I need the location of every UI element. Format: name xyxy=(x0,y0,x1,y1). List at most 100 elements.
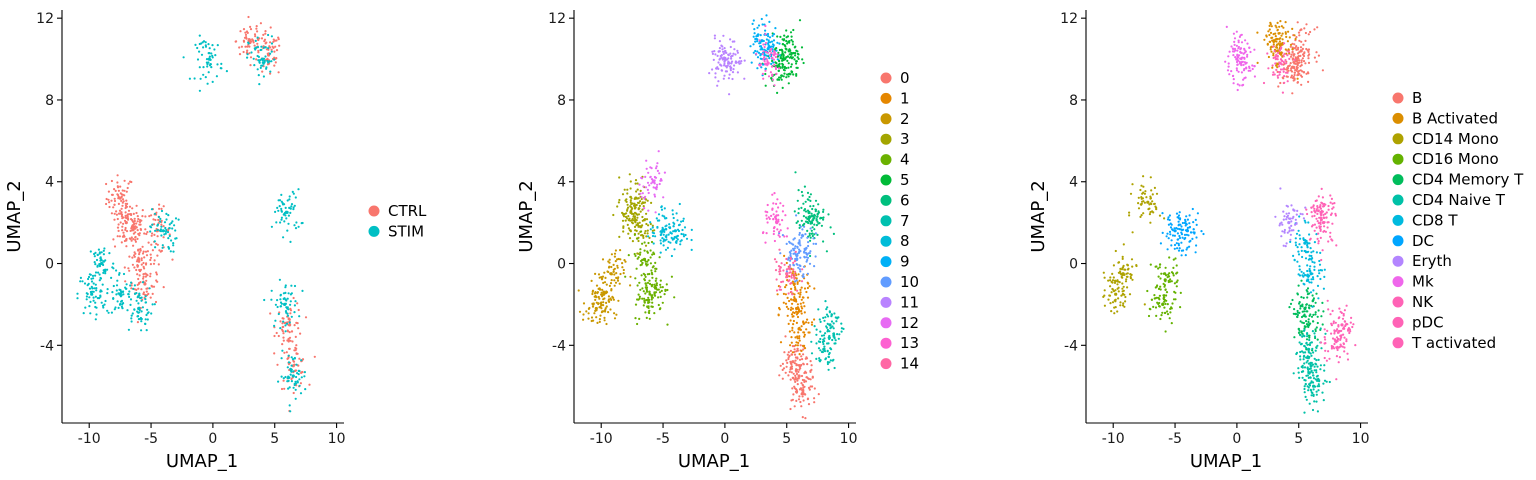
jitter-dot xyxy=(805,256,808,259)
x-tick-label: 0 xyxy=(720,431,729,447)
jitter-dot xyxy=(794,298,798,301)
jitter-dot xyxy=(1351,325,1354,329)
jitter-dot xyxy=(659,279,662,282)
jitter-dot xyxy=(806,209,810,212)
jitter-dot xyxy=(85,295,88,298)
jitter-dot xyxy=(807,321,810,324)
jitter-dot xyxy=(1299,69,1302,72)
data-point xyxy=(785,272,789,276)
jitter-dot xyxy=(1232,54,1235,57)
jitter-dot xyxy=(613,284,616,287)
jitter-dot xyxy=(1311,215,1314,218)
jitter-dot xyxy=(155,271,158,274)
jitter-dot xyxy=(1293,258,1296,261)
jitter-dot xyxy=(802,348,805,351)
jitter-dot xyxy=(654,270,657,273)
jitter-dot xyxy=(1142,200,1145,203)
jitter-dot xyxy=(1331,222,1334,225)
jitter-dot xyxy=(95,313,98,316)
jitter-dot xyxy=(1146,289,1149,293)
jitter-dot xyxy=(818,357,821,360)
jitter-dot xyxy=(1327,204,1330,208)
jitter-dot xyxy=(662,196,665,199)
jitter-dot xyxy=(114,306,117,309)
jitter-dot xyxy=(165,228,168,232)
jitter-dot xyxy=(590,279,593,282)
jitter-dot xyxy=(1163,298,1166,302)
jitter-dot xyxy=(1313,229,1316,232)
jitter-dot xyxy=(1158,263,1162,266)
jitter-dot xyxy=(719,63,722,66)
legend-swatch xyxy=(880,215,892,227)
jitter-dot xyxy=(127,267,130,270)
jitter-dot xyxy=(653,193,656,196)
jitter-dot xyxy=(801,383,804,386)
jitter-dot xyxy=(793,362,797,365)
jitter-dot xyxy=(793,270,797,273)
jitter-dot xyxy=(292,296,295,300)
jitter-dot xyxy=(259,66,262,69)
jitter-dot xyxy=(662,244,665,247)
jitter-dot xyxy=(1224,60,1227,63)
jitter-dot xyxy=(204,76,207,79)
jitter-dot xyxy=(132,212,135,215)
jitter-dot xyxy=(1177,220,1180,223)
jitter-dot xyxy=(650,182,653,185)
jitter-dot xyxy=(637,201,641,204)
jitter-dot xyxy=(658,256,661,259)
jitter-dot xyxy=(826,330,829,333)
jitter-dot xyxy=(1163,272,1166,275)
jitter-dot xyxy=(1164,311,1167,314)
jitter-dot xyxy=(806,220,809,223)
jitter-dot xyxy=(1157,302,1160,306)
jitter-dot xyxy=(1313,268,1316,271)
jitter-dot xyxy=(1309,265,1312,268)
jitter-dot xyxy=(799,387,802,390)
jitter-dot xyxy=(664,239,667,242)
jitter-dot xyxy=(154,246,157,249)
jitter-dot xyxy=(256,42,259,45)
jitter-dot xyxy=(295,221,298,224)
jitter-dot xyxy=(1296,315,1299,319)
jitter-dot xyxy=(1294,218,1297,221)
jitter-dot xyxy=(644,186,648,189)
jitter-dot xyxy=(1272,71,1275,74)
jitter-dot xyxy=(150,243,153,246)
jitter-dot xyxy=(650,298,653,301)
data-point xyxy=(1287,221,1291,225)
jitter-dot xyxy=(771,34,774,38)
jitter-dot xyxy=(766,221,769,224)
jitter-dot xyxy=(270,225,273,228)
jitter-dot xyxy=(1242,78,1245,81)
jitter-dot xyxy=(1297,46,1300,50)
jitter-dot xyxy=(1301,321,1304,324)
jitter-dot xyxy=(646,263,649,266)
jitter-dot xyxy=(1312,250,1315,253)
series-2 xyxy=(577,249,632,326)
jitter-dot xyxy=(792,249,796,252)
jitter-dot xyxy=(796,50,799,53)
jitter-dot xyxy=(624,199,627,202)
jitter-dot xyxy=(816,220,819,223)
jitter-dot xyxy=(599,288,602,291)
jitter-dot xyxy=(603,316,606,319)
jitter-dot xyxy=(1295,60,1298,63)
legend-swatch xyxy=(1392,255,1404,267)
jitter-dot xyxy=(638,207,641,210)
jitter-dot xyxy=(798,231,801,235)
jitter-dot xyxy=(1298,243,1301,246)
y-tick-label: 8 xyxy=(557,93,566,109)
jitter-dot xyxy=(1291,58,1294,61)
jitter-dot xyxy=(772,213,775,216)
jitter-dot xyxy=(646,229,649,232)
jitter-dot xyxy=(303,371,306,374)
jitter-dot xyxy=(1319,269,1322,272)
jitter-dot xyxy=(1279,52,1282,55)
jitter-dot xyxy=(653,294,657,297)
jitter-dot xyxy=(1278,65,1281,68)
jitter-dot xyxy=(1303,391,1306,394)
jitter-dot xyxy=(649,221,652,224)
jitter-dot xyxy=(104,272,107,275)
jitter-dot xyxy=(1311,363,1315,366)
jitter-dot xyxy=(1303,52,1306,55)
